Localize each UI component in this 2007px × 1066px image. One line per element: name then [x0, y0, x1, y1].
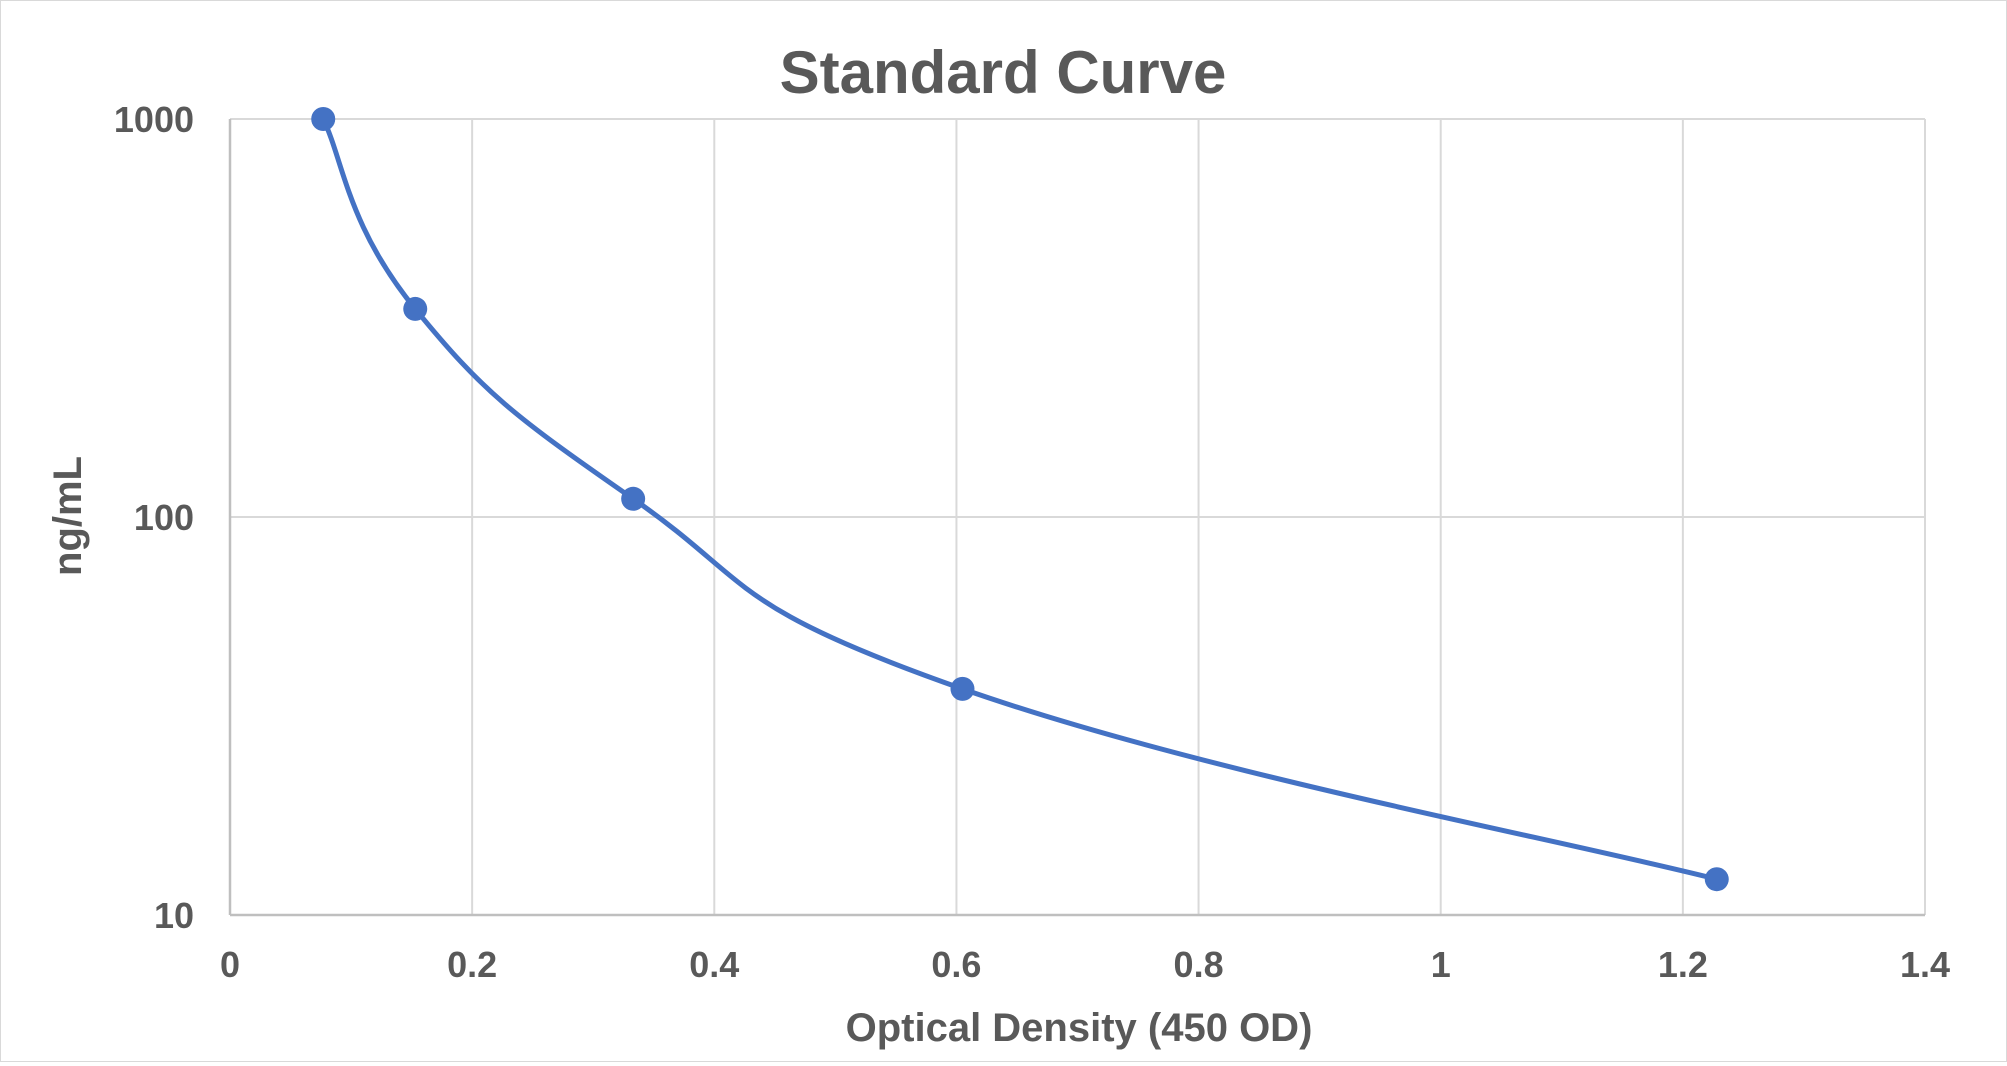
- x-tick-label: 0.2: [447, 944, 497, 985]
- y-axis-title: ng/mL: [46, 456, 90, 576]
- series-group: [311, 107, 1729, 892]
- x-tick-label: 1.2: [1658, 944, 1708, 985]
- x-tick-label: 0.6: [931, 944, 981, 985]
- x-axis-title: Optical Density (450 OD): [846, 1006, 1313, 1050]
- axes: [228, 119, 1925, 917]
- x-tick-label: 1: [1431, 944, 1451, 985]
- data-point: [950, 676, 975, 701]
- data-point: [621, 486, 646, 511]
- y-tick-label: 1000: [114, 99, 194, 140]
- grid-lines: [229, 118, 1926, 916]
- x-tick-label: 1.4: [1900, 944, 1950, 985]
- x-tick-label: 0: [220, 944, 240, 985]
- y-tick-label: 100: [134, 497, 194, 538]
- chart-title: Standard Curve: [780, 39, 1227, 106]
- data-point: [403, 296, 428, 321]
- data-point: [1704, 867, 1729, 892]
- y-tick-label: 10: [154, 895, 194, 936]
- x-tick-label: 0.4: [689, 944, 739, 985]
- data-point: [311, 107, 336, 131]
- series-line: [320, 116, 1720, 882]
- tick-labels: 0 0.2 0.4 0.6 0.8 1 1.2 1.4 10 100 1000: [114, 99, 1950, 985]
- x-tick-label: 0.8: [1174, 944, 1224, 985]
